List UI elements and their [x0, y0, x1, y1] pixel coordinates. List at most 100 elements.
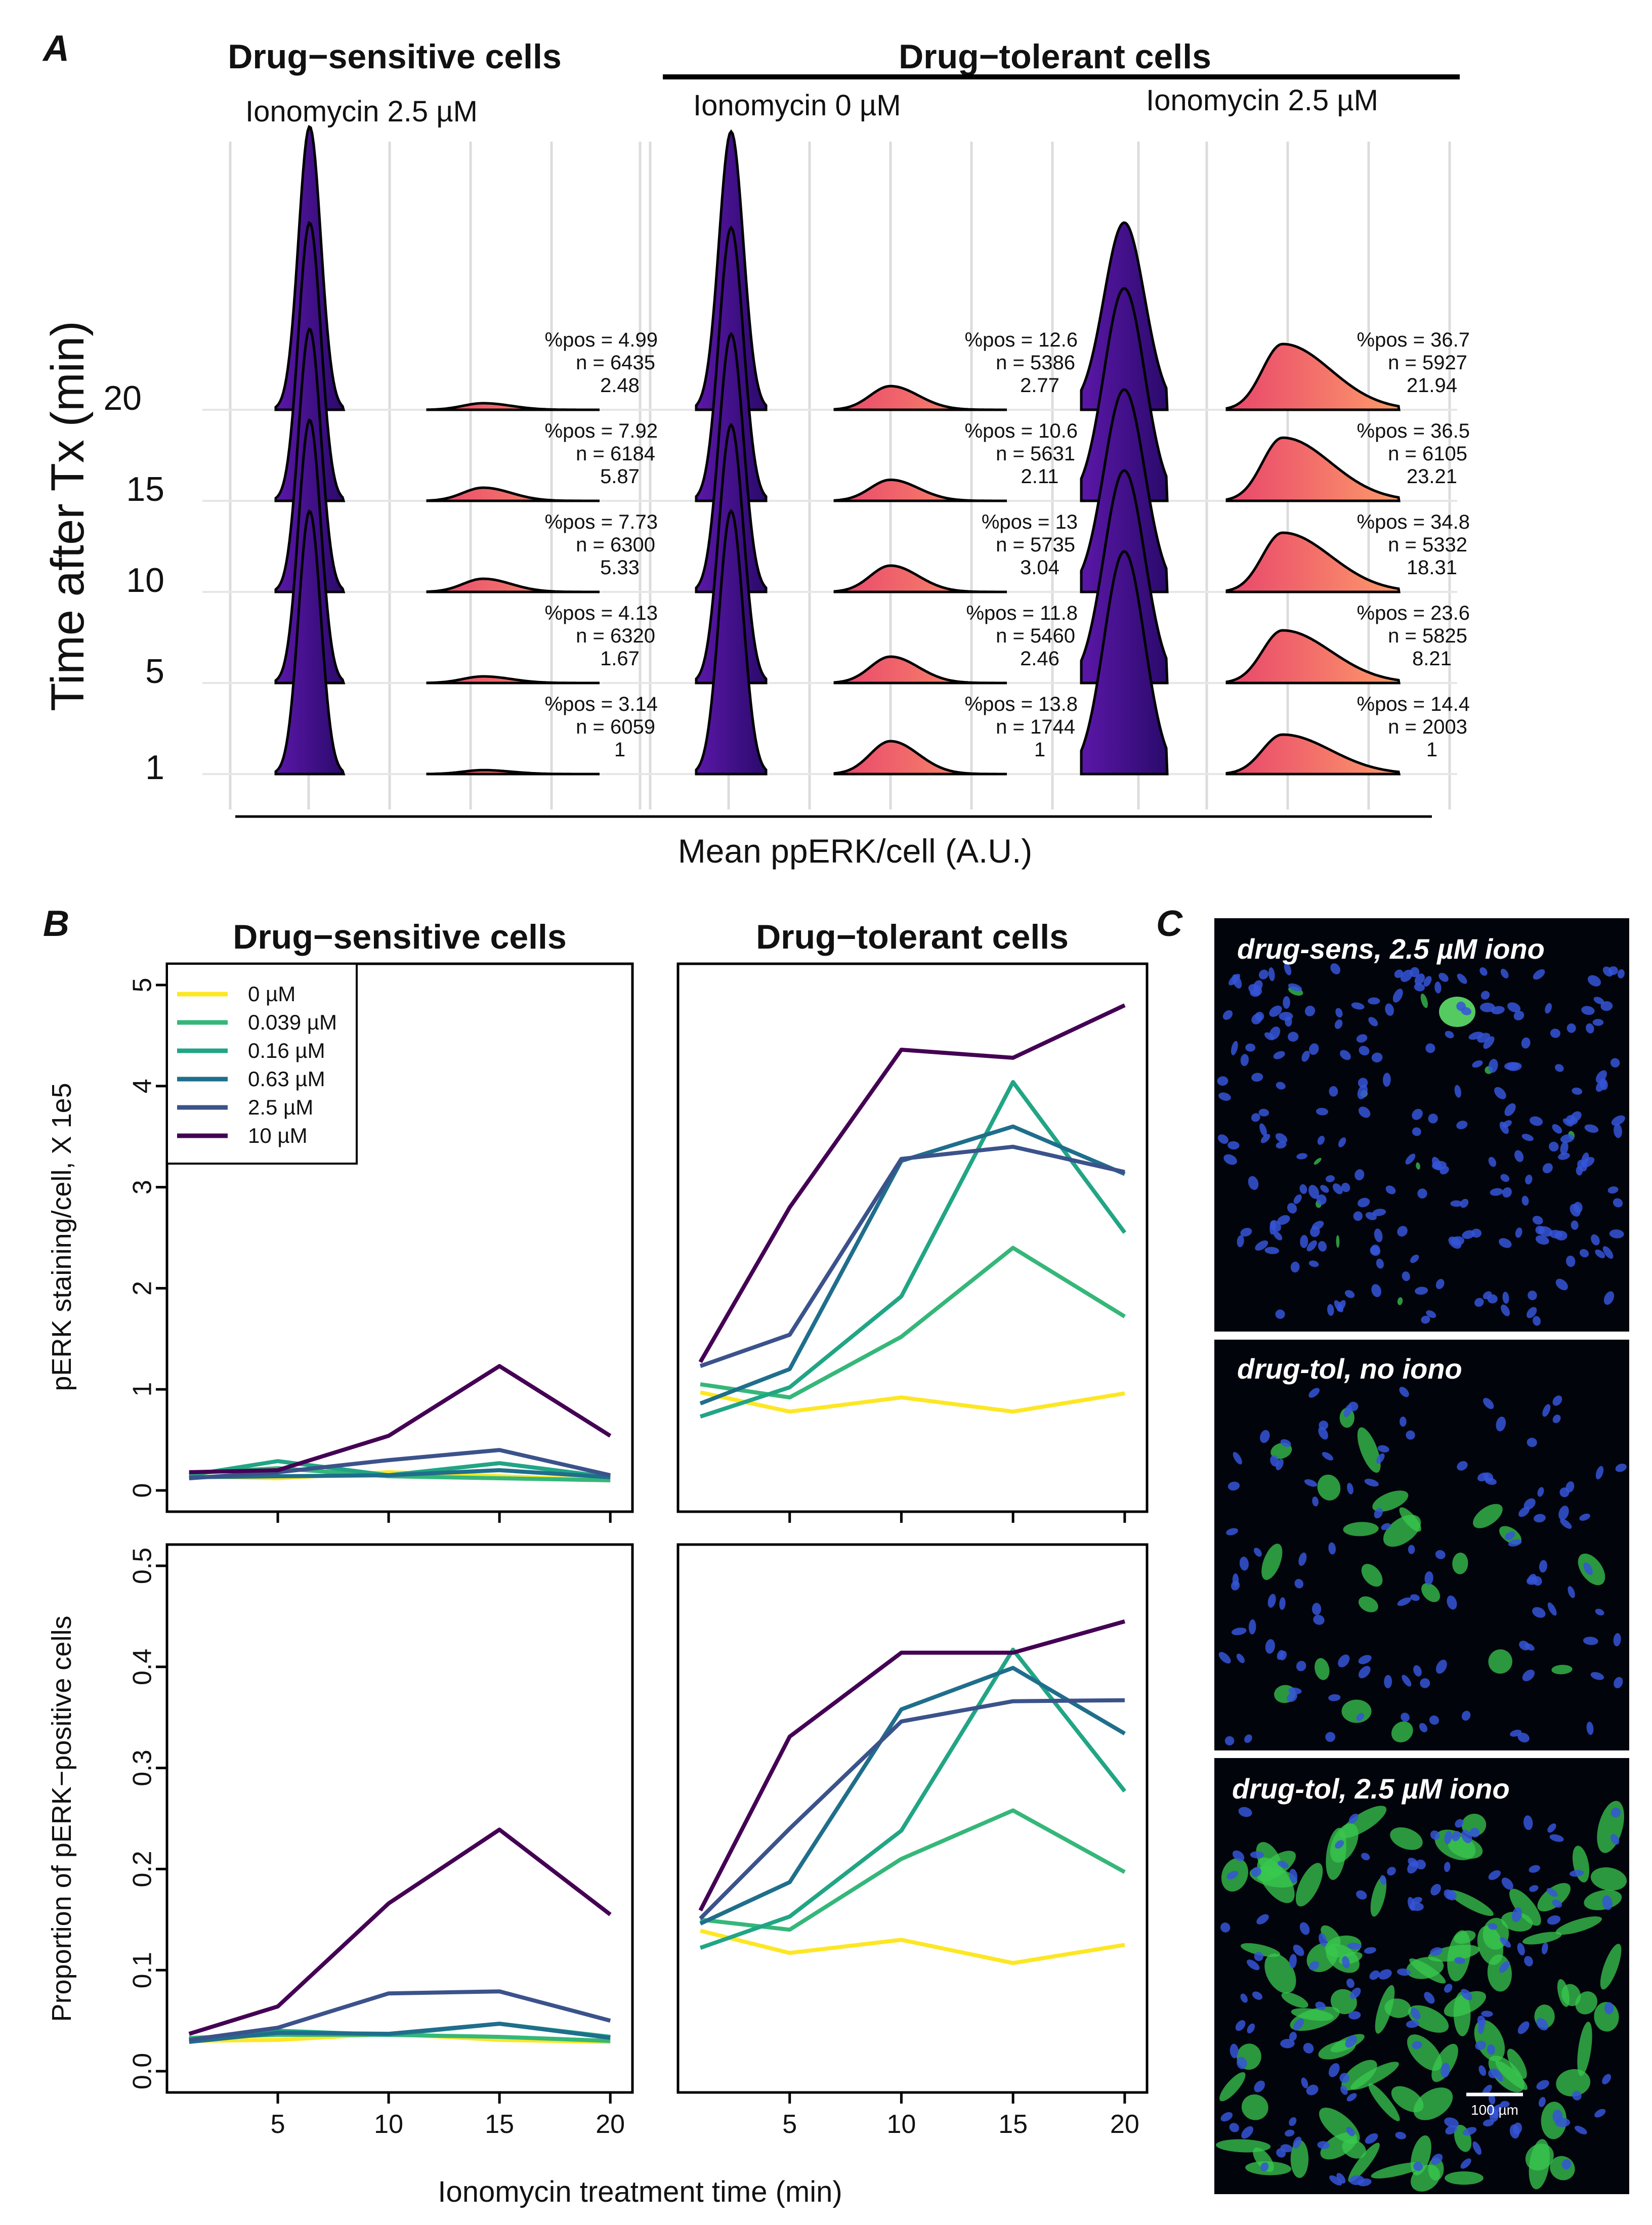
nucleus-img1-181 — [1549, 1141, 1559, 1152]
nucleus-img1-169 — [1251, 1113, 1260, 1122]
nucleus-img3-8 — [1238, 1807, 1252, 1817]
nucleus-img3-42 — [1396, 1969, 1411, 1976]
green-cell-img2-19 — [1361, 1564, 1383, 1587]
series-line-top-sens-4 — [189, 1448, 611, 1480]
green-cell-img3-18 — [1264, 1953, 1296, 1993]
nucleus-img3-32 — [1237, 2057, 1247, 2069]
nucleus-img1-41 — [1595, 1249, 1605, 1258]
nucleus-img1-151 — [1308, 1043, 1319, 1055]
nucleus-img1-134 — [1332, 1183, 1343, 1194]
stat-pct-g2-t10: %pos = 13 — [982, 511, 1078, 533]
nucleus-img2-4 — [1279, 1597, 1286, 1610]
nucleus-img3-52 — [1477, 2016, 1486, 2027]
nucleus-img3-12 — [1602, 1895, 1613, 1910]
x-tick-label-bot-sens-5: 5 — [271, 2110, 285, 2139]
nucleus-img2-39 — [1227, 1481, 1240, 1491]
nucleus-img3-63 — [1241, 2126, 1253, 2139]
nucleus-img1-175 — [1400, 969, 1413, 982]
nucleus-img1-36 — [1240, 1227, 1252, 1237]
nucleus-img3-60 — [1472, 2141, 1481, 2155]
nucleus-img3-106 — [1406, 2020, 1419, 2028]
legend-label-4: 2.5 µM — [248, 1095, 313, 1119]
nucleus-img1-104 — [1358, 1197, 1370, 1208]
nucleus-img3-2 — [1364, 1947, 1376, 1954]
nucleus-img2-72 — [1408, 1545, 1415, 1554]
nucleus-img2-66 — [1374, 1508, 1383, 1519]
nucleus-img1-207 — [1545, 1003, 1552, 1014]
nucleus-img1-92 — [1521, 1037, 1531, 1049]
nucleus-img1-122 — [1487, 1294, 1498, 1304]
nucleus-img1-116 — [1358, 1106, 1371, 1118]
nucleus-img3-64 — [1575, 2125, 1587, 2134]
green-cell-img2-4 — [1317, 1474, 1341, 1501]
nucleus-img2-51 — [1614, 1677, 1623, 1689]
nucleus-img3-84 — [1251, 1867, 1261, 1877]
nucleus-img1-115 — [1326, 1175, 1335, 1182]
green-cell-img3-73 — [1257, 1857, 1295, 1903]
nucleus-img3-50 — [1461, 1829, 1472, 1844]
nucleus-img1-0 — [1521, 1195, 1529, 1206]
nucleus-img1-80 — [1311, 1221, 1324, 1230]
nucleus-img3-47 — [1254, 2080, 1265, 2092]
nucleus-img1-146 — [1474, 1298, 1484, 1307]
ridge-high-g3-t10 — [1225, 531, 1401, 593]
nucleus-img1-200 — [1528, 1291, 1537, 1300]
green-cell-img3-66 — [1368, 2083, 1400, 2121]
nucleus-img2-49 — [1583, 1562, 1593, 1575]
nucleus-img3-27 — [1542, 1942, 1548, 1955]
nucleus-img2-12 — [1308, 1388, 1320, 1398]
nucleus-img3-17 — [1328, 2063, 1340, 2077]
nucleus-img1-51 — [1357, 1085, 1368, 1099]
nucleus-img1-7 — [1372, 1209, 1386, 1216]
nucleus-img1-70 — [1259, 1123, 1267, 1137]
stat-pct-g1-t20: %pos = 4.99 — [545, 329, 658, 351]
nucleus-img2-44 — [1590, 1672, 1604, 1680]
nucleus-img2-55 — [1254, 1548, 1262, 1557]
nucleus-img3-104 — [1538, 2096, 1546, 2107]
stat-pct-g3-t1: %pos = 14.4 — [1357, 693, 1470, 715]
nucleus-img2-32 — [1547, 1602, 1557, 1616]
nucleus-img3-56 — [1306, 2084, 1319, 2095]
series-line-bot-tol-0 — [700, 1929, 1125, 1965]
nucleus-img1-68 — [1402, 1271, 1410, 1281]
ridge-high-g3-t1 — [1225, 733, 1401, 776]
nucleus-img1-142 — [1425, 1043, 1435, 1053]
panel-b-letter: B — [43, 904, 69, 944]
green-cell-img3-16 — [1529, 2139, 1550, 2190]
nucleus-img1-16 — [1284, 963, 1292, 975]
nucleus-img2-5 — [1542, 1404, 1551, 1417]
nucleus-img3-117 — [1346, 1978, 1354, 1988]
x-tick-label-bot-sens-20: 20 — [596, 2110, 625, 2139]
ridge-high-g1-t15 — [426, 486, 600, 502]
stat-n-g3-t10: n = 5332 — [1388, 534, 1467, 556]
nucleus-img2-38 — [1615, 1464, 1627, 1472]
green-cell-img3-21 — [1445, 2171, 1484, 2185]
green-cell-img3-83 — [1557, 1979, 1570, 2007]
nucleus-img1-164 — [1258, 969, 1269, 979]
nucleus-img1-155 — [1421, 1315, 1430, 1324]
nucleus-img2-87 — [1347, 1483, 1353, 1494]
nucleus-img3-49 — [1289, 1868, 1298, 1884]
stat-pct-g2-t1: %pos = 13.8 — [965, 693, 1078, 715]
green-cell-img2-18 — [1452, 1552, 1468, 1574]
nucleus-img3-140 — [1289, 2117, 1297, 2126]
nucleus-img2-96 — [1457, 1461, 1468, 1471]
nucleus-img3-80 — [1317, 2141, 1330, 2149]
nucleus-img2-57 — [1401, 1713, 1410, 1722]
nucleus-img1-153 — [1560, 1134, 1575, 1143]
nucleus-img1-161 — [1581, 1152, 1589, 1167]
nucleus-img1-22 — [1428, 1114, 1438, 1124]
nucleus-img1-145 — [1275, 1133, 1288, 1143]
nucleus-img3-53 — [1602, 2074, 1612, 2084]
green-cell-img3-43 — [1431, 2043, 1458, 2082]
green-cell-img3-64 — [1391, 2086, 1424, 2113]
green-cell-img3-41 — [1454, 1930, 1476, 1944]
nucleus-img1-147 — [1457, 973, 1467, 984]
nucleus-img2-3 — [1583, 1637, 1598, 1645]
green-cell-img2-0 — [1551, 1664, 1573, 1675]
nucleus-img1-33 — [1376, 1258, 1384, 1269]
series-line-top-sens-3 — [189, 1468, 611, 1479]
nucleus-img1-67 — [1318, 1241, 1327, 1252]
stat-n-g3-t20: n = 5927 — [1388, 352, 1467, 374]
legend: 0 µM 0.039 µM 0.16 µM 0.63 µM 2.5 µM 10 µM — [166, 963, 358, 1165]
